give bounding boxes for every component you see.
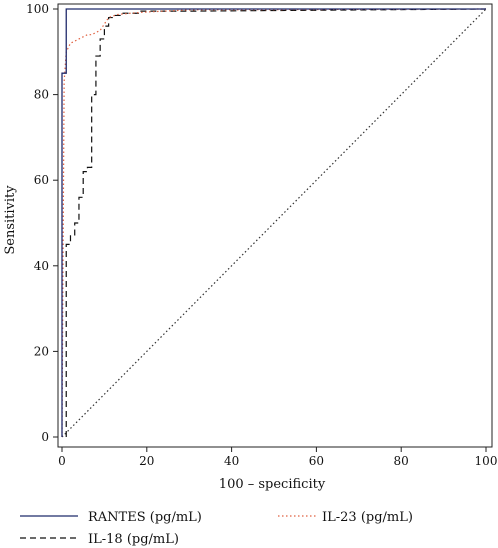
x-tick-label: 0	[58, 454, 66, 468]
x-tick-label: 40	[224, 454, 239, 468]
rantes-series	[61, 8, 486, 437]
x-tick-label: 100	[475, 454, 498, 468]
legend: RANTES (pg/mL) IL-23 (pg/mL) IL-18 (pg/m…	[20, 510, 413, 547]
series-layer	[61, 8, 487, 438]
y-tick-label: 20	[34, 344, 49, 358]
y-tick-label: 60	[34, 173, 49, 187]
y-tick-label: 40	[34, 259, 49, 273]
il18-series	[65, 8, 487, 437]
x-tick-label: 80	[394, 454, 409, 468]
legend-label-il23: IL-23 (pg/mL)	[322, 510, 413, 525]
y-tick-label: 100	[26, 2, 49, 16]
y-axis-label: Sensitivity	[3, 185, 18, 255]
y-tick-label: 0	[41, 430, 49, 444]
x-tick-label: 20	[139, 454, 154, 468]
x-axis-label: 100 – specificity	[219, 477, 326, 492]
plot-frame	[57, 3, 493, 448]
legend-label-il18: IL-18 (pg/mL)	[88, 532, 179, 547]
reference-diagonal	[61, 8, 487, 438]
y-tick-label: 80	[34, 88, 49, 102]
legend-label-rantes: RANTES (pg/mL)	[88, 510, 202, 525]
axis-ticks: 0 20 40 60 80 100 0 20 40 60 80 100	[26, 2, 497, 468]
x-tick-label: 60	[309, 454, 324, 468]
il23-series	[61, 8, 487, 438]
